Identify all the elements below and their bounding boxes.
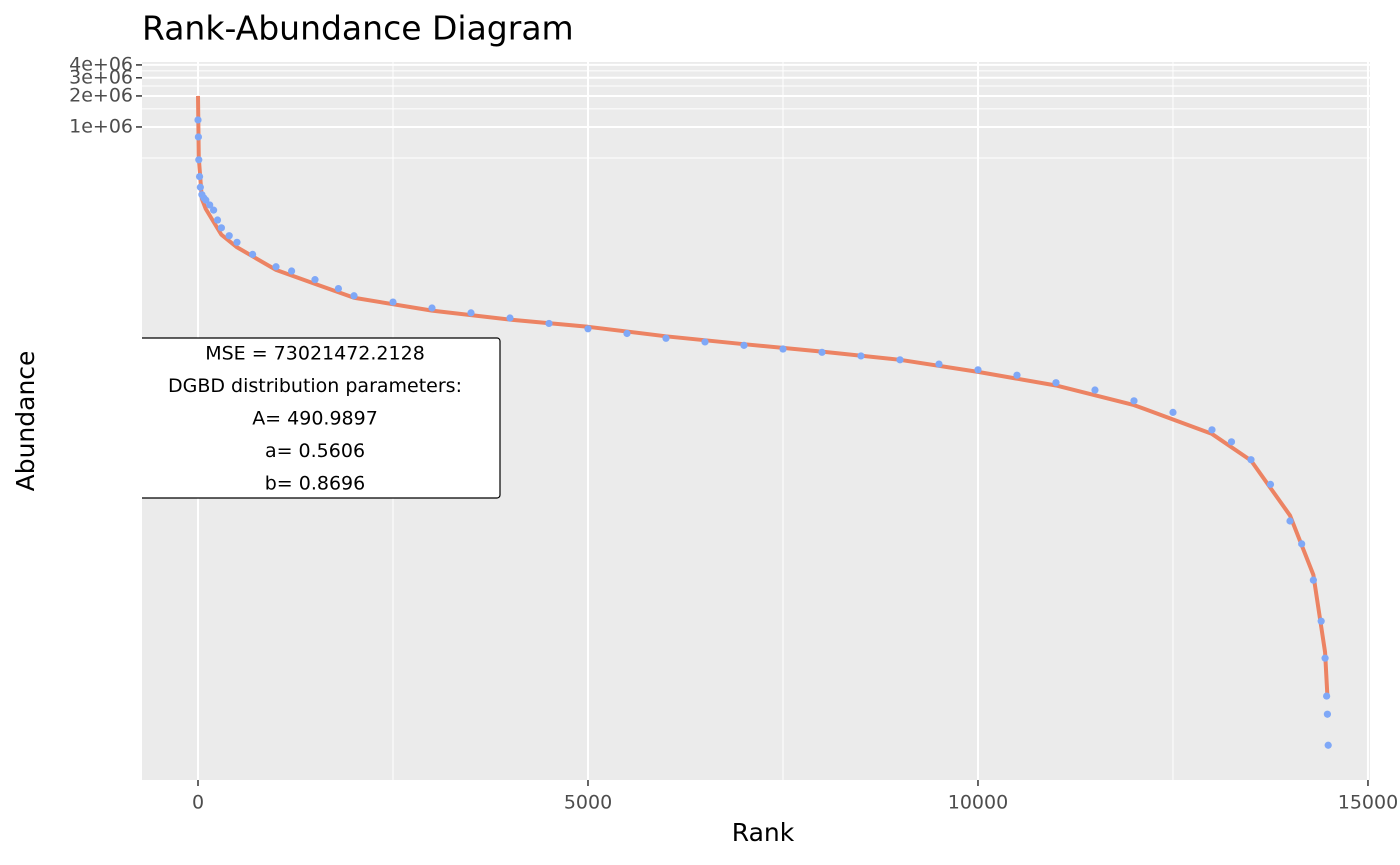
annotation-line: MSE = 73021472.2128 [205,343,425,365]
point [974,366,982,374]
point [662,334,670,342]
point [1309,576,1317,584]
point [1013,371,1021,379]
point [1247,456,1255,464]
point [225,232,233,240]
point [249,250,257,258]
point [217,224,226,232]
point [195,156,203,164]
point [1091,386,1099,394]
point [334,285,342,293]
point [1169,408,1177,416]
point [1317,617,1325,625]
point [288,267,296,275]
point [206,201,214,209]
annotation-line: A= 490.9897 [252,408,378,430]
point [1052,379,1060,387]
x-tick-label: 0 [192,792,204,814]
point [311,276,319,284]
point [1323,692,1331,700]
grid [142,62,1370,780]
y-tick-label: 2e+06 [69,84,133,106]
y-tick-label: 4e+06 [69,53,133,75]
y-tick-label: 3e+06 [69,66,133,88]
point [272,263,280,271]
point [1227,438,1236,446]
point [233,238,241,246]
point [1130,397,1138,405]
point [1208,426,1216,434]
point [779,345,787,353]
annotation-line: DGBD distribution parameters: [168,375,462,397]
point [1321,654,1329,662]
point [506,314,514,322]
annotation: MSE = 73021472.2128 DGBD distribution par… [142,337,501,499]
x-axis-title: Rank [732,818,795,847]
x-tick-label: 15000 [1338,792,1398,814]
point [1266,480,1275,488]
point [896,356,904,364]
point [1286,517,1294,525]
chart-title: Rank-Abundance Diagram [142,9,574,48]
marks [194,95,1332,749]
point [350,292,358,300]
annotation-line: b= 0.8696 [265,473,366,495]
point [213,216,222,224]
annotation-line: a= 0.5606 [265,440,365,462]
point [1298,540,1306,548]
point [623,329,631,338]
y-axis-title: Abundance [11,351,40,492]
point [584,325,592,333]
point [818,348,826,356]
point [701,338,709,346]
point [210,206,218,214]
point [194,116,202,124]
point [195,172,204,181]
point [1324,741,1332,749]
point [194,133,202,141]
point [545,319,553,328]
point [196,183,204,191]
point [389,298,397,306]
x-tick-label: 10000 [948,792,1008,814]
point [1323,710,1332,718]
annotation-box [142,337,501,499]
point [202,196,210,204]
point [935,360,943,368]
point [740,341,748,349]
y-tick-label: 1e+06 [69,115,133,137]
point [428,304,436,312]
point [467,309,475,317]
point [857,352,865,360]
x-tick-label: 5000 [564,792,612,814]
